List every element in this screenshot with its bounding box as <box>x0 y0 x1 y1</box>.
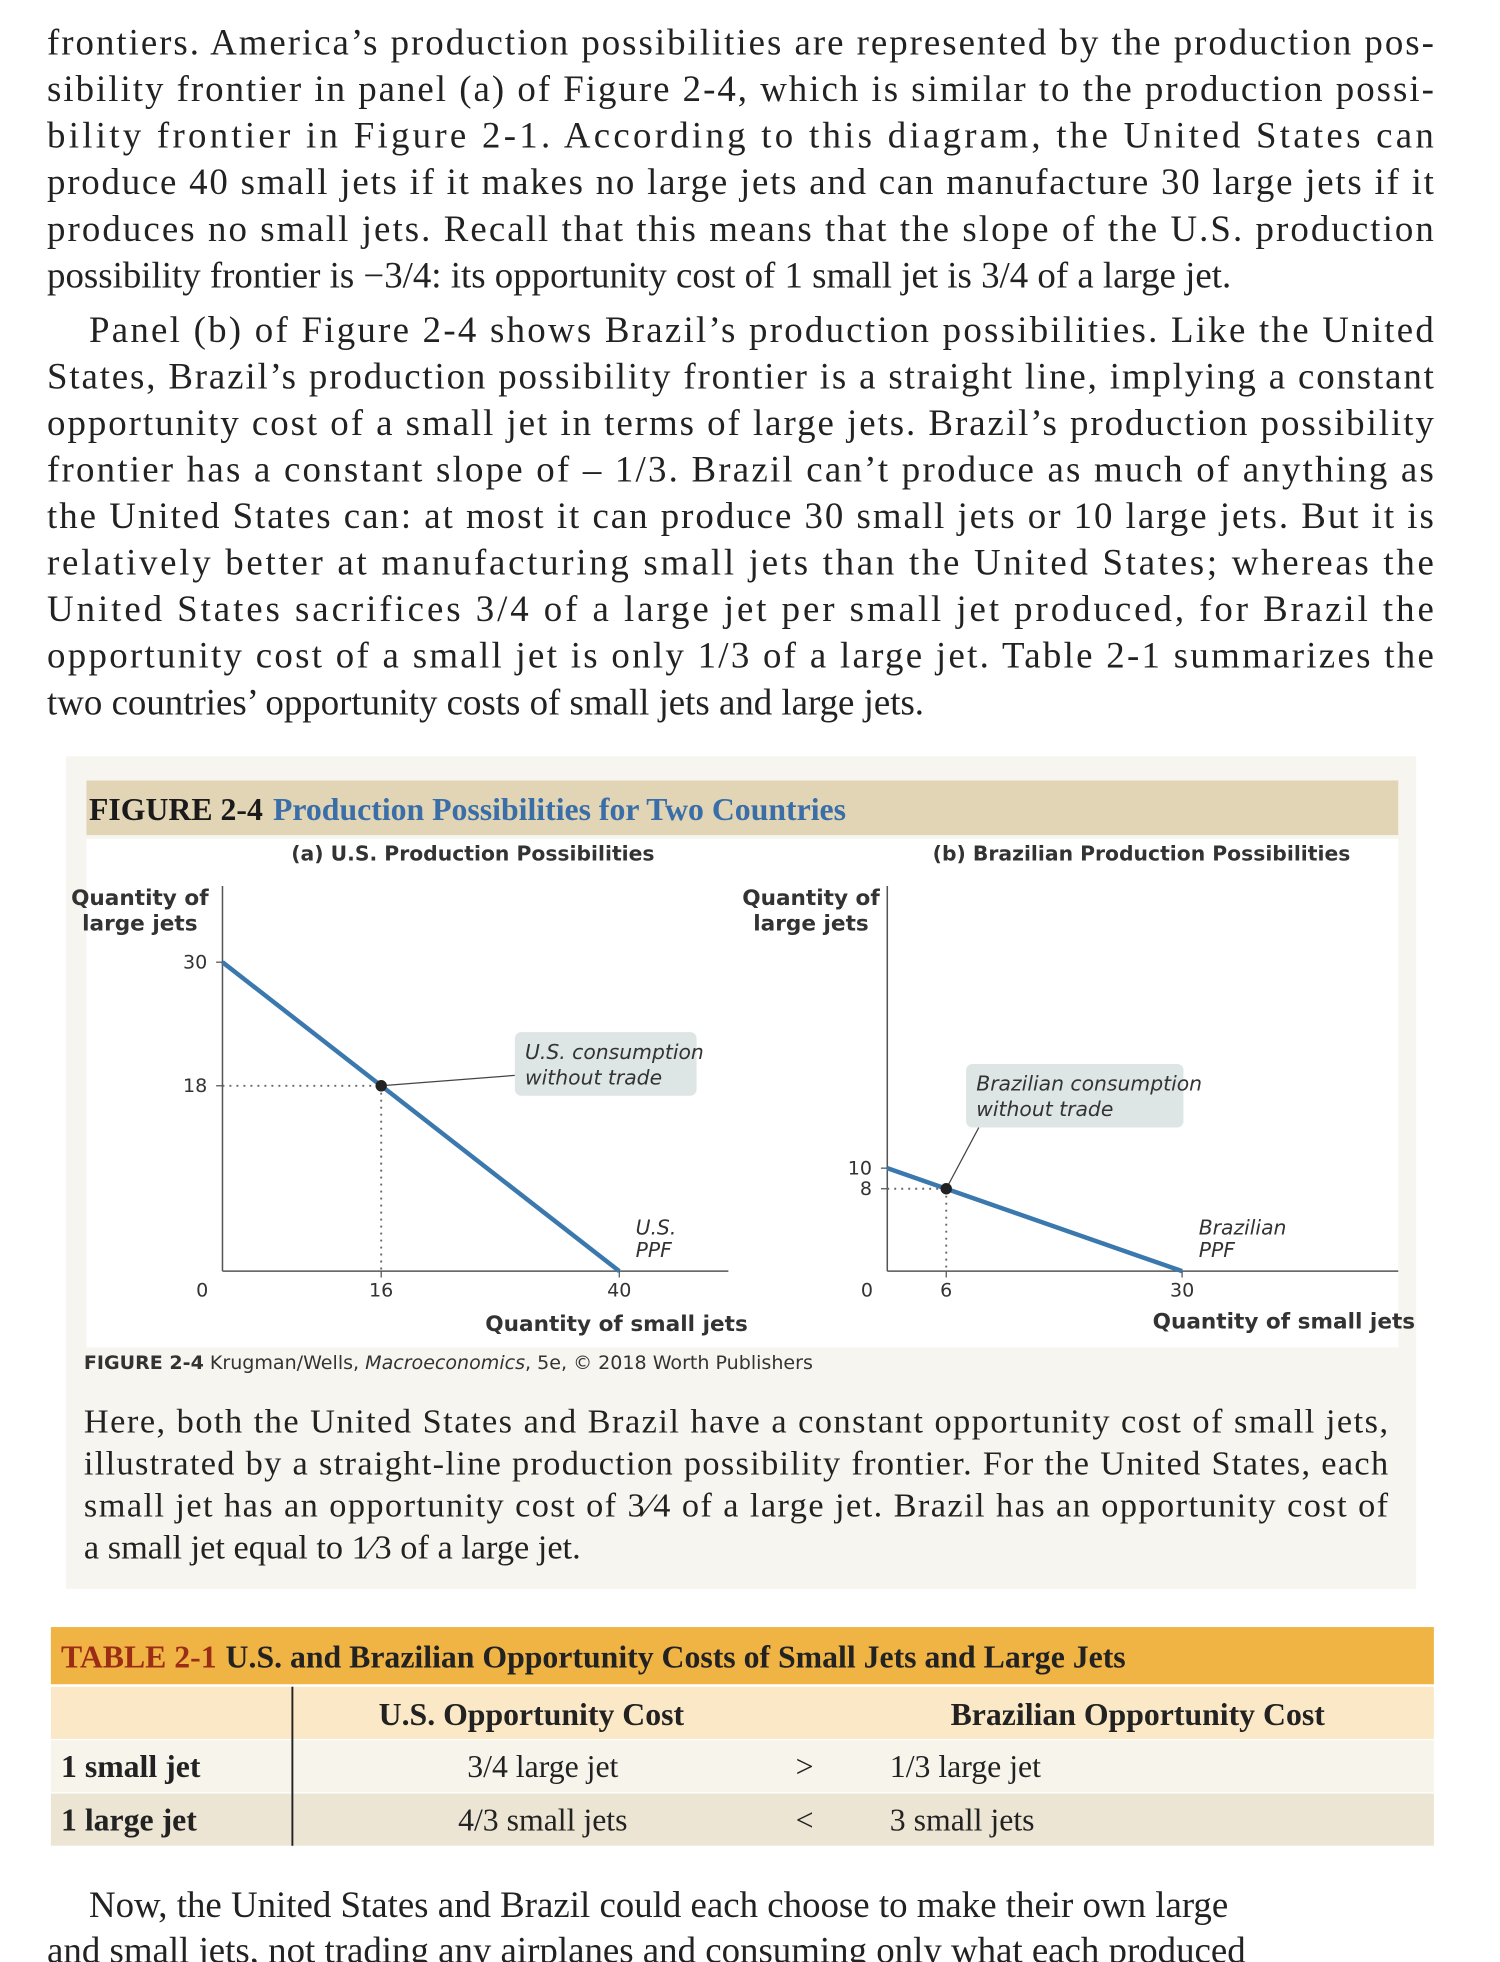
x-tick-label: 40 <box>607 1280 631 1302</box>
paragraph-line: relatively better at manufacturing small… <box>47 542 1434 583</box>
table-row <box>50 1740 1434 1793</box>
table-cell: 4/3 small jets <box>458 1802 627 1837</box>
table-heading: TABLE 2-1 U.S. and Brazilian Opportunity … <box>61 1640 1126 1675</box>
column-heading: U.S. Opportunity Cost <box>379 1697 685 1732</box>
annotation-box <box>966 1063 1184 1128</box>
x-tick-label: 16 <box>369 1280 393 1302</box>
table-title: U.S. and Brazilian Opportunity Costs of … <box>226 1640 1126 1675</box>
series-label: Brazilian <box>1199 1215 1287 1239</box>
paragraph-line: States, Brazil’s production possibility … <box>47 356 1435 397</box>
x-tick-label: 0 <box>196 1280 208 1302</box>
table-cell: 1 small jet <box>61 1749 201 1784</box>
table-header <box>50 1627 1434 1685</box>
panel-title: (a) U.S. Production Possibilities <box>291 842 654 866</box>
series-label: U.S. <box>636 1215 677 1239</box>
table-cell: < <box>796 1802 814 1837</box>
table-label: TABLE 2-1 <box>61 1640 217 1675</box>
x-axis-label: Quantity of small jets <box>1153 1309 1416 1334</box>
paragraph-line: opportunity cost of a small jet in terms… <box>47 402 1434 443</box>
caption-label: FIGURE 2-4 <box>84 1352 204 1374</box>
x-tick-label: 6 <box>940 1280 952 1302</box>
y-tick-label: 30 <box>183 952 207 974</box>
figure-heading: FIGURE 2-4 Production Possibilities for T… <box>89 792 846 827</box>
y-axis-label: Quantity of <box>71 886 209 911</box>
paragraph-line: Now, the United States and Brazil could … <box>89 1884 1228 1925</box>
paragraph-line: United States sacrifices 3/4 of a large … <box>47 588 1434 629</box>
paragraph-line: bility frontier in Figure 2-1. According… <box>47 115 1434 156</box>
paragraph-line: sibility frontier in panel (a) of Figure… <box>47 68 1434 110</box>
figure-label: FIGURE 2-4 <box>89 792 263 827</box>
panel-title: (b) Brazilian Production Possibilities <box>933 842 1351 866</box>
x-axis-label: Quantity of small jets <box>485 1312 748 1337</box>
annotation-box <box>514 1032 697 1096</box>
paragraph-line: produces no small jets. Recall that this… <box>47 208 1434 249</box>
annotation-text: without trade <box>976 1097 1113 1121</box>
paragraph-line: possibility frontier is −3/4: its opport… <box>47 254 1231 295</box>
table-cell: 1 large jet <box>61 1802 197 1837</box>
figure-title: Production Possibilities for Two Countri… <box>273 792 846 827</box>
column-heading: Brazilian Opportunity Cost <box>951 1697 1326 1732</box>
caption-work: Macroeconomics <box>365 1352 525 1374</box>
ppf-line <box>221 960 621 1273</box>
paragraph-line: frontier has a constant slope of – 1/3. … <box>47 449 1434 490</box>
leader-line <box>381 1074 515 1087</box>
consumption-point <box>375 1080 387 1092</box>
paragraph-line: the United States can: at most it can pr… <box>47 495 1434 536</box>
caption-text: , 5e, © 2018 Worth Publishers <box>525 1352 813 1374</box>
series-label: PPF <box>636 1238 673 1262</box>
y-axis-label: large jets <box>82 911 197 936</box>
table-row <box>50 1793 1434 1846</box>
paragraph-line: opportunity cost of a small jet is only … <box>47 635 1434 676</box>
paragraph-line: two countries’ opportunity costs of smal… <box>47 681 924 722</box>
y-tick-label: 10 <box>848 1158 872 1180</box>
figure-description-line: a small jet equal to 1⁄3 of a large jet. <box>84 1528 581 1566</box>
figure-description-line: Here, both the United States and Brazil … <box>84 1403 1388 1441</box>
figure-caption: FIGURE 2-4 Krugman/Wells, Macroeconomics… <box>84 1352 813 1374</box>
table-cell: 1/3 large jet <box>890 1749 1041 1784</box>
y-axis-label: large jets <box>753 911 868 936</box>
paragraph-line: Panel (b) of Figure 2-4 shows Brazil’s p… <box>89 309 1434 351</box>
figure-header <box>86 780 1399 836</box>
paragraph-line: frontiers. America’s production possibil… <box>47 22 1434 63</box>
x-tick-label: 0 <box>861 1280 873 1302</box>
table-cell: 3 small jets <box>890 1802 1035 1837</box>
series-label: PPF <box>1199 1238 1236 1262</box>
figure-description-line: small jet has an opportunity cost of 3⁄4… <box>84 1486 1389 1524</box>
paragraph-line: and small jets, not trading any airplane… <box>47 1930 1246 1962</box>
annotation-text: U.S. consumption <box>525 1040 704 1064</box>
y-tick-label: 8 <box>860 1178 872 1200</box>
x-tick-label: 30 <box>1170 1280 1194 1302</box>
table-cell: 3/4 large jet <box>467 1749 618 1784</box>
leader-line <box>945 1127 980 1190</box>
table-cell: > <box>796 1749 814 1784</box>
y-tick-label: 18 <box>183 1075 207 1097</box>
paragraph-line: produce 40 small jets if it makes no lar… <box>47 161 1435 202</box>
annotation-text: without trade <box>525 1065 662 1089</box>
table-column-header <box>50 1686 1434 1739</box>
figure-description-line: illustrated by a straight-line productio… <box>84 1445 1388 1483</box>
caption-text: Krugman/Wells, <box>204 1352 365 1374</box>
ppf-line <box>886 1166 1183 1274</box>
y-axis-label: Quantity of <box>742 886 880 911</box>
annotation-text: Brazilian consumption <box>976 1072 1202 1096</box>
consumption-point <box>940 1183 952 1195</box>
